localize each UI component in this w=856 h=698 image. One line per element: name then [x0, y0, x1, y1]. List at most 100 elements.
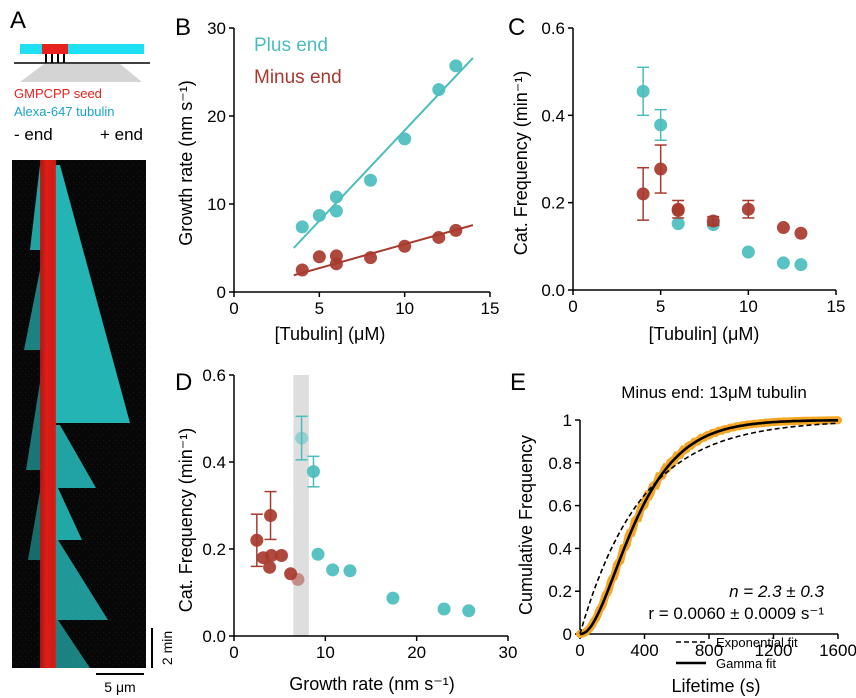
- minus-end-point: [776, 221, 790, 235]
- chart-e-y-tick-label: 0: [563, 625, 572, 644]
- plus-end-point: [398, 132, 412, 146]
- plus-end-point: [386, 591, 400, 605]
- minus-end-point: [312, 250, 326, 264]
- chart-b-ylabel: Growth rate (nm s⁻¹): [176, 80, 196, 246]
- plus-end-point: [295, 431, 309, 445]
- plus-growth-2: [54, 425, 96, 488]
- chart-d-y-tick-label: 0.0: [202, 627, 226, 646]
- minus-end-point: [449, 223, 463, 237]
- chart-e-y-tick-label: 1: [563, 411, 572, 430]
- panel-label-a: A: [10, 7, 26, 34]
- panel-label-e: E: [510, 369, 526, 396]
- panel-label-b: B: [175, 14, 191, 41]
- chart-e-x-tick-label: 800: [695, 641, 723, 660]
- minus-end-point: [329, 249, 343, 263]
- minus-end-point: [295, 263, 309, 277]
- minus-end-point: [263, 560, 277, 574]
- chart-e-x-tick-label: 1600: [819, 641, 856, 660]
- minus-end-point: [264, 509, 278, 523]
- time-scale-label: 2 min: [159, 631, 175, 665]
- minus-end-point: [636, 187, 650, 201]
- panel-label-c: C: [508, 14, 525, 41]
- shaded-region: [293, 375, 309, 636]
- chart-e-y-tick-label: 0.2: [548, 582, 572, 601]
- plus-end-point: [654, 118, 668, 132]
- minus-end-point: [274, 549, 288, 563]
- minus-end-point: [671, 204, 685, 218]
- minus-end-point: [794, 226, 808, 240]
- plus-growth-5: [54, 620, 90, 668]
- chart-b-y-tick-label: 30: [207, 19, 226, 38]
- chart-b: Plus end Minus end [Tubulin] (μM) Growth…: [176, 19, 499, 344]
- panel-label-d: D: [175, 369, 192, 396]
- tirf-beam: [20, 64, 142, 82]
- seed-label: GMPCPP seed: [14, 86, 102, 101]
- chart-e-xlabel: Lifetime (s): [671, 676, 760, 696]
- length-scale-label: 5 μm: [104, 679, 135, 695]
- chart-e: Minus end: 13μM tubulin Lifetime (s) Cum…: [516, 383, 856, 696]
- plus-end-point: [794, 258, 808, 272]
- chart-c-x-tick-label: 0: [568, 297, 577, 316]
- plus-end-point: [364, 173, 378, 187]
- minus-end-point: [364, 251, 378, 265]
- plus-end-point: [312, 208, 326, 222]
- plus-end-point: [776, 256, 790, 270]
- minus-growth-4: [28, 480, 42, 560]
- chart-c-y-tick-label: 0.0: [541, 281, 565, 300]
- chart-d-ylabel: Cat. Frequency (min⁻¹): [176, 428, 196, 613]
- legend-exponential: Exponential fit: [716, 635, 798, 650]
- plus-end-point: [311, 547, 325, 561]
- chart-c: [Tubulin] (μM) Cat. Frequency (min⁻¹) 0 5…: [511, 19, 845, 344]
- legend-gamma: Gamma fit: [716, 656, 776, 671]
- chart-c-y-tick-label: 0.6: [541, 19, 565, 38]
- chart-d-x-tick-label: 10: [316, 643, 335, 662]
- chart-d-xlabel: Growth rate (nm s⁻¹): [289, 674, 455, 694]
- chart-c-x-tick-label: 5: [656, 297, 665, 316]
- chart-b-xlabel: [Tubulin] (μM): [275, 324, 386, 344]
- seed-stripe: [40, 160, 56, 668]
- chart-c-ylabel: Cat. Frequency (min⁻¹): [511, 71, 531, 256]
- chart-b-y-tick-label: 20: [207, 107, 226, 126]
- legend-minus-end: Minus end: [254, 67, 342, 88]
- chart-b-x-tick-label: 15: [481, 299, 500, 318]
- minus-end-point: [654, 162, 668, 176]
- chart-e-x-tick-label: 1200: [755, 641, 793, 660]
- chart-b-y-tick-label: 10: [207, 195, 226, 214]
- minus-growth-3: [26, 370, 42, 470]
- annotation-r: r = 0.0060 ± 0.0009 s⁻¹: [648, 604, 824, 623]
- plus-end-point: [437, 602, 451, 616]
- plus-end-point: [306, 465, 320, 479]
- chart-c-x-tick-label: 10: [739, 297, 758, 316]
- plus-end-point: [741, 245, 755, 259]
- plus-growth-3: [54, 488, 82, 540]
- plus-end-label: + end: [100, 125, 143, 144]
- seed-bar: [42, 44, 68, 54]
- chart-d-x-tick-label: 30: [499, 643, 518, 662]
- chart-e-y-tick-label: 0.8: [548, 454, 572, 473]
- chart-d-y-tick-label: 0.4: [202, 453, 226, 472]
- plus-end-point: [449, 59, 463, 73]
- chart-c-y-tick-label: 0.2: [541, 194, 565, 213]
- minus-end-point: [741, 202, 755, 216]
- chart-e-title: Minus end: 13μM tubulin: [621, 383, 807, 402]
- minus-growth-1: [30, 165, 42, 250]
- chart-e-x-tick-label: 0: [575, 641, 584, 660]
- plus-end-point: [432, 83, 446, 97]
- exponential-fit-line: [579, 422, 839, 635]
- legend-plus-end: Plus end: [254, 35, 328, 56]
- plus-growth-1: [54, 165, 130, 423]
- minus-end-point: [398, 239, 412, 253]
- panel-a-schematic: GMPCPP seed Alexa-647 tubulin - end + en…: [14, 44, 150, 144]
- chart-d-x-tick-label: 0: [229, 643, 238, 662]
- chart-e-ylabel: Cumulative Frequency: [516, 435, 536, 615]
- empirical-cdf-line: [576, 416, 842, 638]
- chart-d: Growth rate (nm s⁻¹) Cat. Frequency (min…: [176, 366, 517, 694]
- chart-b-y-tick-label: 0: [217, 283, 226, 302]
- chart-e-y-tick-label: 0.6: [548, 497, 572, 516]
- chart-c-y-tick-label: 0.4: [541, 106, 565, 125]
- plus-end-point: [295, 220, 309, 234]
- minus-end-point: [291, 572, 305, 586]
- chart-b-x-tick-label: 5: [315, 299, 324, 318]
- plus-growth-4: [54, 540, 108, 620]
- chart-d-y-tick-label: 0.2: [202, 540, 226, 559]
